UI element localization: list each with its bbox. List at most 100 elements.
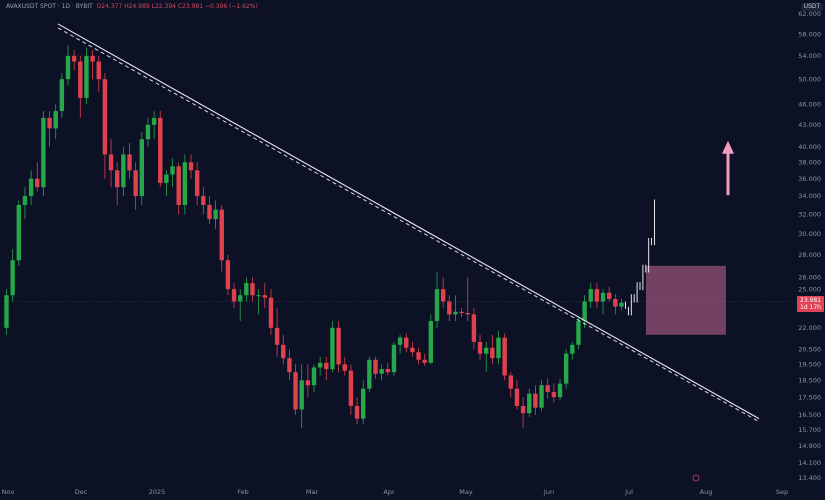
candle <box>244 277 249 302</box>
candle-body <box>4 295 9 328</box>
candle-body <box>342 364 347 371</box>
candle-body <box>397 337 403 345</box>
candle-body <box>84 55 89 98</box>
candle-body <box>219 209 224 261</box>
y-axis: 62.000 58.000 54.000 50.000 46.000 43.000 40.0… <box>0 10 821 482</box>
candle-body <box>545 385 550 392</box>
candle <box>557 378 563 401</box>
candle <box>176 162 181 215</box>
candle <box>139 131 144 206</box>
candle-body <box>527 393 532 414</box>
candle-body <box>594 289 600 302</box>
candle <box>570 341 575 360</box>
y-tick-label: 16.500 <box>798 411 821 419</box>
candle <box>502 333 507 381</box>
candle <box>317 356 323 376</box>
candle <box>164 170 169 196</box>
candle <box>397 334 403 354</box>
candle <box>619 298 624 311</box>
candle <box>539 380 544 412</box>
currency-label[interactable]: USDT <box>800 3 823 11</box>
candle <box>613 293 618 315</box>
candle-body <box>250 283 255 296</box>
x-tick-label: Nov <box>2 488 15 496</box>
candle <box>336 321 341 373</box>
candle <box>440 277 446 308</box>
candle <box>78 55 83 118</box>
candle-body <box>533 393 538 408</box>
projection-layer <box>625 140 734 482</box>
candle-body <box>324 362 329 370</box>
candle-body <box>47 117 52 129</box>
candle <box>281 334 286 365</box>
candle-body <box>330 327 335 370</box>
candle <box>447 295 452 322</box>
y-tick-label: 13.400 <box>798 474 821 482</box>
candle <box>373 356 378 379</box>
y-tick-label: 36.000 <box>798 175 821 183</box>
candle <box>170 158 175 188</box>
candle-body <box>274 327 280 345</box>
descending-trendline-dashed <box>57 27 760 423</box>
y-tick-label: 50.000 <box>798 75 821 83</box>
y-tick-label: 30.000 <box>798 230 821 238</box>
candle-body <box>121 154 126 188</box>
candle-body <box>391 344 397 373</box>
candle-body <box>502 337 507 376</box>
y-tick-label: 15.700 <box>798 426 821 434</box>
candle <box>225 254 231 296</box>
candle-body <box>194 170 200 196</box>
candle <box>391 341 397 376</box>
candle-body <box>108 154 114 171</box>
candle <box>262 283 267 308</box>
candle <box>188 154 194 179</box>
x-axis: Nov Dec 2025 Feb Mar Apr May Jun Jul Aug Sep <box>2 488 788 496</box>
candle <box>238 289 243 322</box>
candle <box>35 162 40 192</box>
candle-body <box>539 385 544 408</box>
candle-body <box>115 170 120 188</box>
candle-body <box>434 289 440 322</box>
candle-body <box>151 117 157 125</box>
symbol-label: AVAXUSDT SPOT · 1D · BYBIT <box>6 3 93 10</box>
candle-body <box>207 205 212 220</box>
chart-header: AVAXUSDT SPOT · 1D · BYBIT O24.377 H24.9… <box>6 3 258 10</box>
y-tick-label: 20.500 <box>798 345 821 353</box>
candle-body <box>287 358 292 373</box>
candle <box>47 111 52 147</box>
candle-body <box>551 391 557 398</box>
candle <box>385 362 390 376</box>
candle <box>551 383 557 403</box>
descending-trendline <box>57 23 760 420</box>
event-marker-icon <box>692 474 700 482</box>
candle <box>422 353 427 366</box>
candle-body <box>613 298 618 307</box>
candle-body <box>293 372 298 410</box>
candle-countdown: 1d 17h <box>800 303 821 311</box>
candle-body <box>557 383 563 398</box>
candle <box>65 44 71 86</box>
x-tick-label: Aug <box>700 488 713 496</box>
current-price-tag: 23.981 1d 17h <box>797 295 824 312</box>
candle <box>299 364 304 429</box>
candle <box>354 397 360 425</box>
candle <box>459 307 464 318</box>
candle <box>96 55 101 92</box>
candle-body <box>428 321 434 363</box>
candle <box>213 200 218 229</box>
candle <box>207 195 212 224</box>
x-tick-label: May <box>459 488 473 496</box>
y-tick-label: 34.000 <box>798 192 821 200</box>
candle <box>293 364 298 415</box>
candle <box>158 111 163 188</box>
current-price-value: 23.981 <box>800 296 821 304</box>
candle-body <box>71 55 77 62</box>
y-tick-label: 43.000 <box>798 121 821 129</box>
candle <box>231 283 237 308</box>
candle-body <box>490 347 495 359</box>
candle-body <box>176 166 181 206</box>
candle-body <box>59 79 65 112</box>
candle <box>53 104 58 140</box>
y-tick-label: 38.000 <box>798 158 821 166</box>
